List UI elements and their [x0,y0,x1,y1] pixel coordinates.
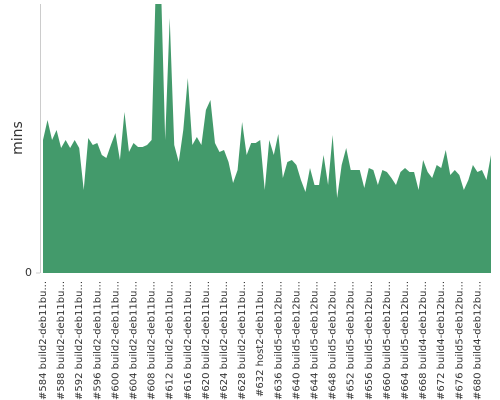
x-tick-label: #604 build2-deb11bu... [129,281,140,400]
x-tick-label: #612 build2-deb11bu... [165,281,176,400]
x-tick-label: #592 build2-deb11bu... [74,281,85,400]
x-tick-label: #640 build5-deb12bu... [291,281,302,400]
x-tick-label: #628 build2-deb11bu... [237,281,248,400]
x-tick-label: #648 build5-deb12bu... [328,281,339,400]
x-tick-label: #616 build2-deb11bu... [183,281,194,400]
x-tick-label: #644 build5-deb12bu... [310,281,321,400]
x-tick-label: #584 build2-deb11bu... [38,281,49,400]
x-tick-label: #600 build2-deb11bu... [110,281,121,400]
x-tick-label: #676 build5-deb12bu... [454,281,465,400]
x-tick-label: #672 build4-deb12bu... [436,281,447,400]
x-tick-label: #608 build2-deb11bu... [147,281,158,400]
y-axis-label: mins [10,121,26,155]
x-tick-label: #624 build2-deb11bu... [219,281,230,400]
x-tick-label: #652 build5-deb12bu... [346,281,357,400]
y-tick-label: 0 [25,266,32,279]
area [43,4,491,273]
x-tick-label: #680 build4-deb12bu... [472,281,483,400]
x-tick-label: #660 build5-deb12bu... [382,281,393,400]
plot-area [43,4,491,273]
x-tick-label: #596 build2-deb11bu... [92,281,103,400]
x-tick-label: #636 build5-deb12bu... [273,281,284,400]
x-tick-label: #588 build2-deb11bu... [56,281,67,400]
x-tick-label: #620 build2-deb11bu... [201,281,212,400]
x-tick-label: #656 build5-deb12bu... [364,281,375,400]
x-tick-label: #632 host2-deb11bu... [255,281,266,397]
x-tick-label: #668 build4-deb12bu... [418,281,429,400]
x-tick-label: #664 build5-deb12bu... [400,281,411,400]
